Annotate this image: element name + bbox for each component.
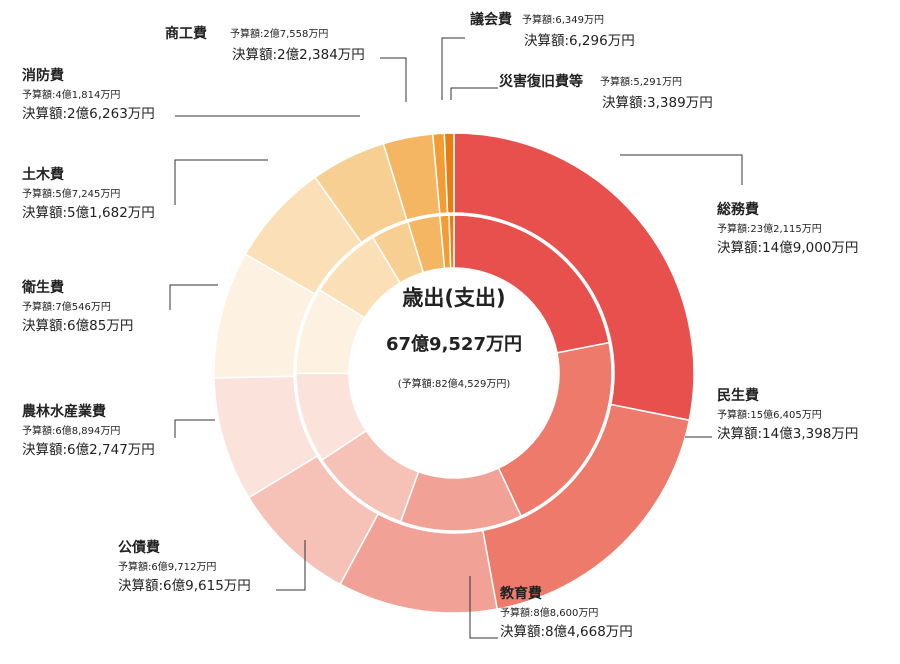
settlement-ring xyxy=(295,214,613,532)
settlement-label-cat-5: 決算額:6億85万円 xyxy=(22,318,133,334)
settlement-label-cat-1: 決算額:14億3,398万円 xyxy=(717,426,858,442)
center-total: 67億9,527万円 xyxy=(386,333,522,355)
settlement-slice-cat-0 xyxy=(453,214,610,354)
category-name-cat-8: 商工費 xyxy=(165,25,207,42)
budget-label-cat-4: 予算額:6億8,894万円 xyxy=(22,424,120,437)
leader-line-cat-5 xyxy=(169,284,218,310)
budget-label-cat-1: 予算額:15億6,405万円 xyxy=(717,408,822,421)
category-name-cat-3: 公債費 xyxy=(118,539,160,556)
category-name-cat-0: 総務費 xyxy=(717,201,759,218)
budget-label-cat-6: 予算額:5億7,245万円 xyxy=(22,187,120,200)
budget-label-cat-5: 予算額:7億546万円 xyxy=(22,300,111,313)
leader-line-cat-6 xyxy=(174,159,268,205)
category-name-cat-2: 教育費 xyxy=(500,585,542,602)
leader-line-cat-8 xyxy=(380,57,407,102)
settlement-label-cat-4: 決算額:6億2,747万円 xyxy=(22,442,155,458)
settlement-slice-cat-10 xyxy=(448,214,455,269)
budget-label-cat-10: 予算額:5,291万円 xyxy=(600,75,682,88)
category-name-cat-9: 議会費 xyxy=(470,11,512,28)
settlement-label-cat-8: 決算額:2億2,384万円 xyxy=(232,47,365,63)
budget-slice-cat-10 xyxy=(443,132,455,214)
settlement-slice-cat-2 xyxy=(399,467,523,532)
budget-ring xyxy=(213,132,695,614)
settlement-label-cat-0: 決算額:14億9,000万円 xyxy=(717,240,858,256)
settlement-label-cat-6: 決算額:5億1,682万円 xyxy=(22,205,155,221)
category-name-cat-4: 農林水産業費 xyxy=(22,403,106,420)
center-title: 歳出(支出) xyxy=(402,286,505,310)
leader-line-cat-10 xyxy=(450,87,498,100)
budget-slice-cat-1 xyxy=(481,403,691,610)
center-total-budget: (予算額:82億4,529万円) xyxy=(398,377,511,390)
category-name-cat-1: 民生費 xyxy=(717,387,759,404)
center-summary: 歳出(支出) 67億9,527万円 (予算額:82億4,529万円) xyxy=(386,286,522,390)
settlement-label-cat-10: 決算額:3,389万円 xyxy=(602,95,713,111)
category-name-cat-7: 消防費 xyxy=(22,67,64,84)
budget-label-cat-9: 予算額:6,349万円 xyxy=(522,13,604,26)
budget-slice-cat-0 xyxy=(453,132,695,422)
category-name-cat-5: 衛生費 xyxy=(21,279,64,296)
settlement-label-cat-7: 決算額:2億6,263万円 xyxy=(22,106,155,122)
budget-label-cat-7: 予算額:4億1,814万円 xyxy=(22,88,120,101)
settlement-label-cat-9: 決算額:6,296万円 xyxy=(524,33,635,49)
leader-lines xyxy=(169,37,743,639)
leader-line-cat-2 xyxy=(469,576,498,639)
settlement-slice-cat-1 xyxy=(497,341,613,518)
category-labels: 総務費予算額:23億2,115万円決算額:14億9,000万円民生費予算額:15… xyxy=(21,11,858,640)
leader-line-cat-3 xyxy=(276,540,306,591)
category-name-cat-10: 災害復旧費等 xyxy=(499,73,583,90)
budget-label-cat-2: 予算額:8億8,600万円 xyxy=(500,606,598,619)
leader-line-cat-4 xyxy=(174,419,215,438)
budget-label-cat-3: 予算額:6億9,712万円 xyxy=(118,560,216,573)
category-name-cat-6: 土木費 xyxy=(22,166,64,183)
settlement-label-cat-3: 決算額:6億9,615万円 xyxy=(118,578,251,594)
budget-label-cat-0: 予算額:23億2,115万円 xyxy=(717,222,822,235)
leader-line-cat-9 xyxy=(441,37,465,100)
leader-line-cat-0 xyxy=(620,154,743,185)
budget-label-cat-8: 予算額:2億7,558万円 xyxy=(230,27,328,40)
settlement-label-cat-2: 決算額:8億4,668万円 xyxy=(500,624,633,640)
